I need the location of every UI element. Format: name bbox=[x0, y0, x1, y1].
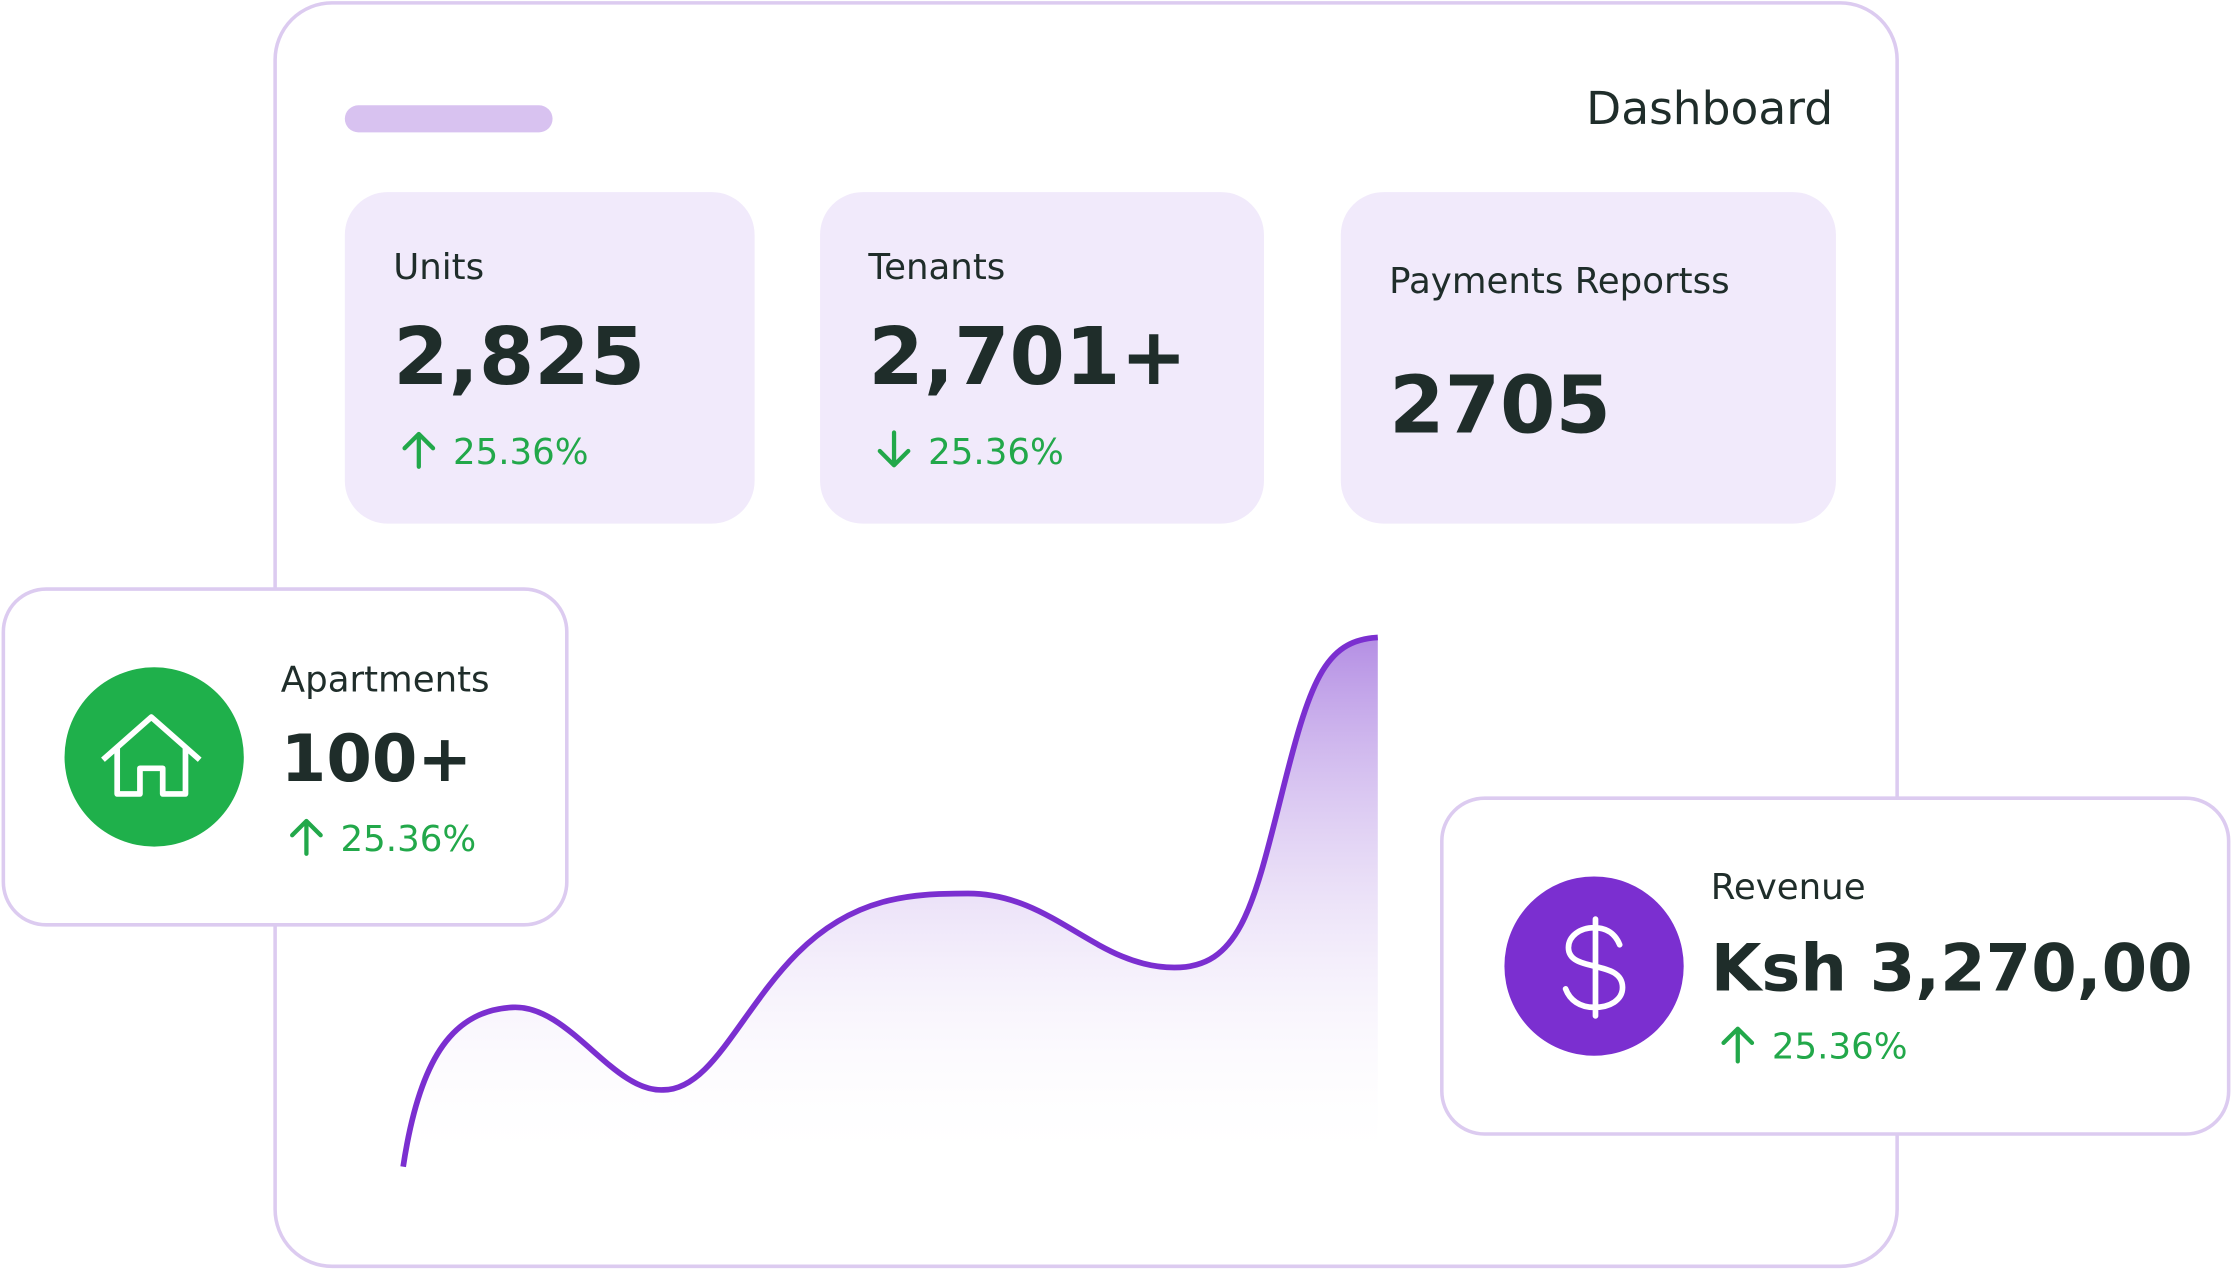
revenue-label: Revenue bbox=[1711, 867, 1866, 908]
stat-label: Payments Reportss bbox=[1389, 261, 1729, 302]
dollar-icon bbox=[1562, 916, 1626, 1019]
stat-value: 2705 bbox=[1389, 359, 1611, 452]
stat-label: Tenants bbox=[867, 247, 1005, 288]
stat-value: 2,825 bbox=[393, 310, 645, 403]
title-pill bbox=[344, 105, 553, 133]
stat-card bbox=[820, 192, 1264, 524]
revenue-change: 25.36% bbox=[1772, 1027, 1908, 1068]
stat-card bbox=[344, 192, 755, 524]
apartments-value: 100+ bbox=[281, 721, 472, 797]
up-arrow bbox=[290, 818, 323, 856]
up-arrow bbox=[1721, 1026, 1755, 1064]
revenue-card bbox=[1440, 796, 2231, 1136]
house-icon bbox=[101, 714, 202, 797]
apartments-label: Apartments bbox=[281, 659, 490, 700]
stat-change: 25.36% bbox=[928, 432, 1064, 473]
revenue-value: Ksh 3,270,00 bbox=[1711, 930, 2193, 1006]
down-arrow bbox=[877, 430, 911, 468]
chart-line bbox=[400, 634, 1378, 1168]
page-title: Dashboard bbox=[1586, 82, 1833, 135]
apartments-change: 25.36% bbox=[341, 819, 477, 860]
stat-label: Units bbox=[393, 247, 484, 288]
up-arrow bbox=[402, 431, 436, 469]
stat-value: 2,701+ bbox=[868, 310, 1187, 403]
stat-change: 25.36% bbox=[453, 432, 589, 473]
stat-card bbox=[1340, 192, 1836, 524]
house-icon-bg bbox=[64, 667, 244, 847]
